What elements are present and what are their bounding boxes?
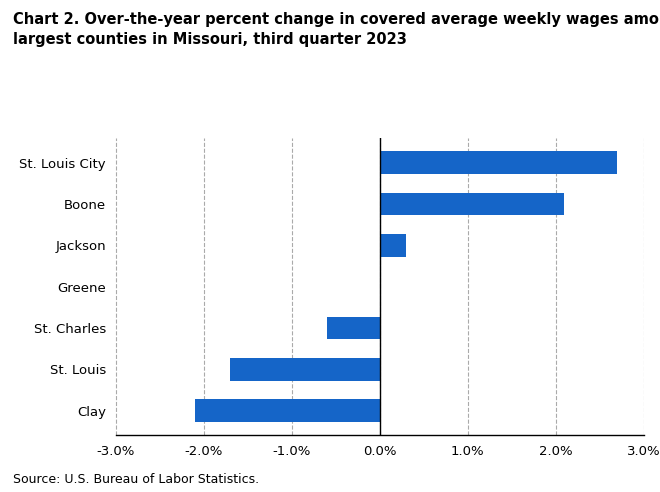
Bar xyxy=(230,358,380,381)
Bar xyxy=(379,151,617,174)
Bar xyxy=(195,399,380,422)
Bar xyxy=(327,316,379,339)
Text: Chart 2. Over-the-year percent change in covered average weekly wages among the
: Chart 2. Over-the-year percent change in… xyxy=(13,12,660,47)
Bar xyxy=(379,234,406,257)
Bar xyxy=(379,192,564,215)
Text: Source: U.S. Bureau of Labor Statistics.: Source: U.S. Bureau of Labor Statistics. xyxy=(13,473,259,486)
